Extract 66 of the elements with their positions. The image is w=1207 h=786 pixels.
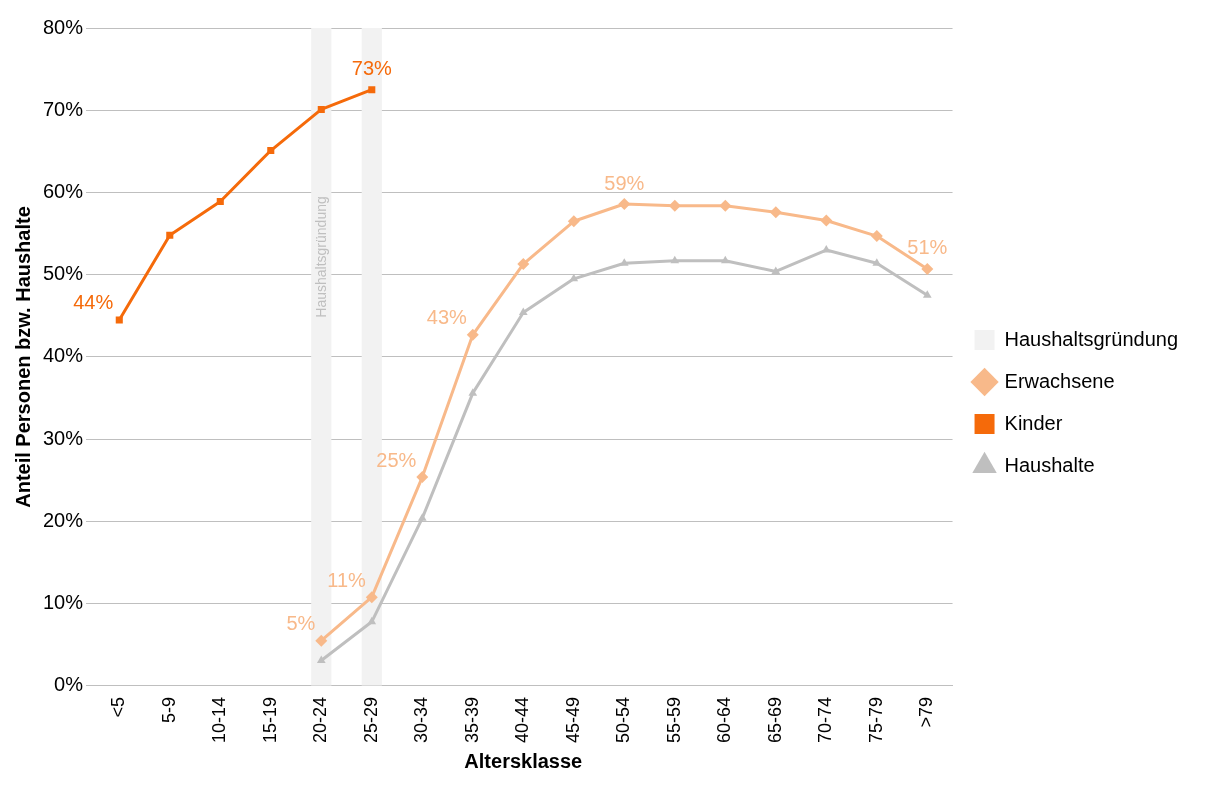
y-tick-label: 40% bbox=[43, 344, 84, 367]
y-tick-label: 10% bbox=[43, 591, 84, 614]
point bbox=[719, 199, 732, 212]
x-tick-label: 10-14 bbox=[209, 696, 230, 744]
point bbox=[870, 230, 883, 243]
point bbox=[922, 290, 932, 298]
data-label: 59% bbox=[604, 171, 645, 194]
x-tick-label: 35-39 bbox=[461, 696, 482, 744]
legend-label: Haushalte bbox=[1004, 453, 1095, 476]
x-tick-label: 40-44 bbox=[512, 696, 533, 744]
point bbox=[720, 255, 730, 264]
point bbox=[820, 214, 833, 227]
y-tick-label: 70% bbox=[43, 97, 84, 120]
point bbox=[670, 255, 680, 264]
y-tick-label: 50% bbox=[43, 262, 84, 285]
y-axis-title: Anteil Personen bzw. Haushalte bbox=[11, 206, 34, 508]
point bbox=[567, 215, 580, 228]
data-label: 5% bbox=[286, 612, 316, 635]
point bbox=[216, 198, 224, 206]
point bbox=[771, 266, 781, 274]
data-label: 73% bbox=[351, 57, 393, 80]
y-tick-label: 20% bbox=[43, 508, 84, 531]
x-tick-label: 65-69 bbox=[764, 696, 785, 744]
x-tick-label: 60-64 bbox=[714, 696, 735, 744]
legend-label: Erwachsene bbox=[1004, 369, 1115, 392]
point bbox=[315, 634, 328, 647]
x-tick-label: 20-24 bbox=[310, 696, 331, 744]
data-label: 51% bbox=[907, 236, 948, 259]
x-tick-label: >79 bbox=[916, 696, 937, 728]
point bbox=[316, 655, 326, 663]
legend-label: Kinder bbox=[1004, 411, 1063, 434]
x-tick-label: 55-59 bbox=[663, 696, 684, 744]
data-label: 43% bbox=[426, 306, 467, 329]
point bbox=[518, 307, 528, 316]
x-axis-title: Altersklasse bbox=[464, 749, 583, 772]
point bbox=[267, 147, 275, 155]
x-tick-label: 50-54 bbox=[613, 696, 634, 744]
point bbox=[367, 616, 377, 625]
data-label: 25% bbox=[376, 448, 417, 471]
point bbox=[769, 206, 782, 219]
point bbox=[317, 105, 325, 113]
point bbox=[365, 591, 378, 604]
x-tick-label: <5 bbox=[108, 696, 129, 718]
point bbox=[921, 262, 934, 275]
point bbox=[416, 471, 429, 484]
point bbox=[468, 388, 478, 396]
x-tick-label: 70-74 bbox=[815, 696, 836, 744]
y-tick-label: 60% bbox=[43, 180, 84, 203]
x-tick-label: 45-49 bbox=[562, 696, 583, 744]
point bbox=[466, 328, 479, 341]
point bbox=[517, 258, 530, 271]
point bbox=[368, 86, 376, 94]
y-tick-label: 0% bbox=[54, 673, 84, 696]
y-tick-label: 80% bbox=[43, 15, 84, 38]
y-tick-label: 30% bbox=[43, 426, 84, 449]
point bbox=[166, 231, 174, 239]
point bbox=[417, 513, 427, 521]
data-label: 11% bbox=[327, 568, 366, 591]
legend-label: Haushaltsgründung bbox=[1004, 327, 1179, 350]
x-tick-label: 30-34 bbox=[411, 696, 432, 744]
point bbox=[115, 316, 123, 324]
x-tick-label: 15-19 bbox=[259, 696, 280, 744]
x-tick-label: 5-9 bbox=[158, 696, 179, 723]
x-tick-label: 75-79 bbox=[865, 696, 886, 744]
x-tick-label: 25-29 bbox=[360, 696, 381, 744]
data-label: 44% bbox=[73, 291, 114, 314]
